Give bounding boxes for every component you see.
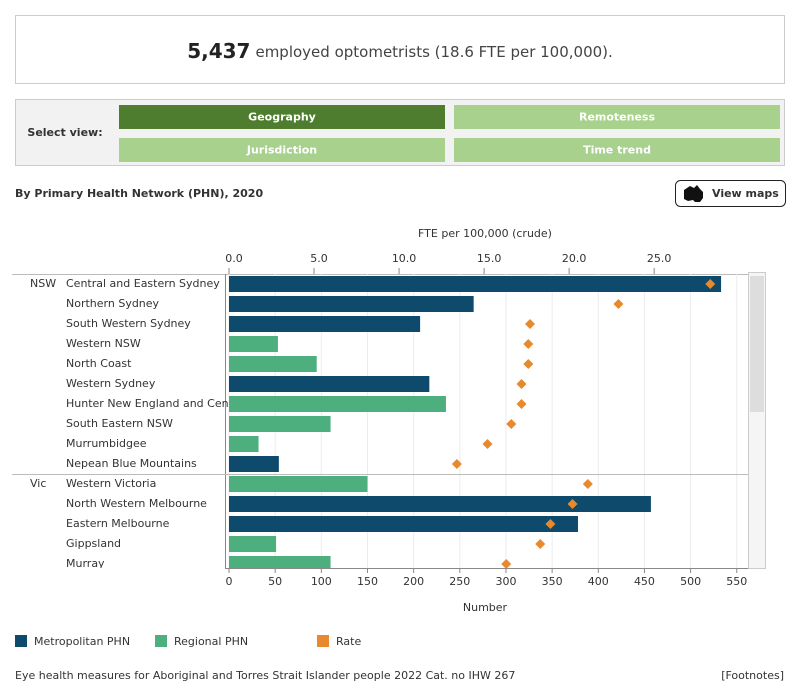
category-label: Western Sydney (66, 377, 156, 390)
rate-marker (613, 299, 624, 309)
category-label: North Coast (66, 357, 132, 370)
category-label: Murrumbidgee (66, 437, 147, 450)
x2-tick-label: 5.0 (310, 252, 328, 265)
legend-swatch (317, 635, 329, 647)
bar (229, 316, 421, 332)
view-button-label[interactable]: Remoteness (579, 111, 656, 124)
plot: NSW Central and Eastern Sydney Northern Sy… (12, 274, 748, 570)
australia-icon (684, 185, 703, 202)
rate-marker (506, 419, 517, 429)
category-label: Eastern Melbourne (66, 517, 170, 530)
rate-marker (705, 279, 716, 289)
x2-tick-label: 15.0 (477, 252, 502, 265)
category-label: North Western Melbourne (66, 497, 207, 510)
source-link[interactable]: Eye health measures for Aboriginal and T… (15, 669, 515, 682)
view-button[interactable] (119, 138, 445, 162)
x-tick-label: 350 (542, 575, 563, 588)
group-label: NSW (30, 277, 56, 290)
x-tick-label: 500 (680, 575, 701, 588)
category-label: Murray (66, 557, 105, 570)
legend-label: Regional PHN (174, 635, 248, 648)
category-label: Northern Sydney (66, 297, 160, 310)
summary: 5,437 employed optometrists (18.6 FTE per… (187, 39, 613, 63)
category-label: Central and Eastern Sydney (66, 277, 220, 290)
x2-tick-label: 10.0 (392, 252, 417, 265)
x-tick-label: 150 (357, 575, 378, 588)
x-tick-label: 100 (311, 575, 332, 588)
footnotes-link[interactable]: [Footnotes] (721, 669, 784, 682)
bar (229, 376, 430, 392)
x2-axis-title: FTE per 100,000 (crude) (418, 227, 552, 240)
category-label: South Eastern NSW (66, 417, 173, 430)
x-tick-label: 200 (403, 575, 424, 588)
x2-tick-label: 20.0 (562, 252, 587, 265)
bar (229, 436, 259, 452)
legend-swatch (155, 635, 167, 647)
bar (229, 276, 722, 292)
rate-marker (523, 359, 534, 369)
bar (229, 336, 278, 352)
rate-marker (516, 399, 527, 409)
chart-title: By Primary Health Network (PHN), 2020 (15, 187, 263, 200)
legend-swatch (15, 635, 27, 647)
bar (229, 296, 474, 312)
selector-label: Select view: (27, 126, 102, 139)
bar (229, 496, 651, 512)
rate-marker (482, 439, 493, 449)
rate-marker (523, 339, 534, 349)
legend-label: Rate (336, 635, 361, 648)
rate-marker (451, 459, 462, 469)
bar (229, 356, 317, 372)
summary-text: employed optometrists (18.6 FTE per 100,… (255, 43, 612, 61)
rate-marker (516, 379, 527, 389)
view-button-label[interactable]: Jurisdiction (246, 144, 317, 157)
rate-marker (525, 319, 536, 329)
x-tick-label: 400 (588, 575, 609, 588)
x-tick-label: 0 (226, 575, 233, 588)
category-label: South Western Sydney (66, 317, 191, 330)
view-maps[interactable]: View maps (712, 187, 779, 200)
x-tick-label: 250 (449, 575, 470, 588)
category-label: Western Victoria (66, 477, 156, 490)
rate-marker (535, 539, 546, 549)
scroll-thumb[interactable] (750, 276, 764, 412)
x2-tick-label: 25.0 (647, 252, 672, 265)
view-button[interactable] (454, 105, 780, 129)
count: 5,437 (187, 39, 250, 63)
x-tick-label: 450 (634, 575, 655, 588)
x-axis-title: Number (463, 601, 508, 614)
bar (229, 396, 446, 412)
summary-box (15, 15, 785, 84)
bar (229, 476, 368, 492)
legend-label: Metropolitan PHN (34, 635, 130, 648)
rate-marker (582, 479, 593, 489)
rate-marker (545, 519, 556, 529)
x-tick-label: 300 (495, 575, 516, 588)
x-tick-label: 550 (726, 575, 747, 588)
x-tick-label: 50 (268, 575, 282, 588)
group-label: Vic (30, 477, 46, 490)
bar (229, 536, 277, 552)
category-label: Western NSW (66, 337, 141, 350)
view-button-label[interactable]: Geography (248, 111, 316, 124)
bar (229, 456, 279, 472)
x2-tick-label: 0.0 (225, 252, 243, 265)
axes: 0 50 100 150 200 250 300 350 400 450 500 550 0.0 5.0 1… (225, 252, 747, 588)
view-maps-button[interactable] (675, 180, 786, 207)
rate-marker (567, 499, 578, 509)
bar (229, 416, 331, 432)
view-button-label[interactable]: Time trend (583, 144, 651, 157)
category-label: Nepean Blue Mountains (66, 457, 197, 470)
category-label: Hunter New England and Cen.. (66, 397, 236, 410)
bar (229, 516, 578, 532)
buttons: Geography Remoteness Jurisdiction Time tren… (119, 105, 780, 162)
bar (229, 556, 331, 568)
view-button[interactable] (119, 105, 445, 129)
rate-marker (501, 559, 512, 568)
view-button[interactable] (454, 138, 780, 162)
category-label: Gippsland (66, 537, 121, 550)
